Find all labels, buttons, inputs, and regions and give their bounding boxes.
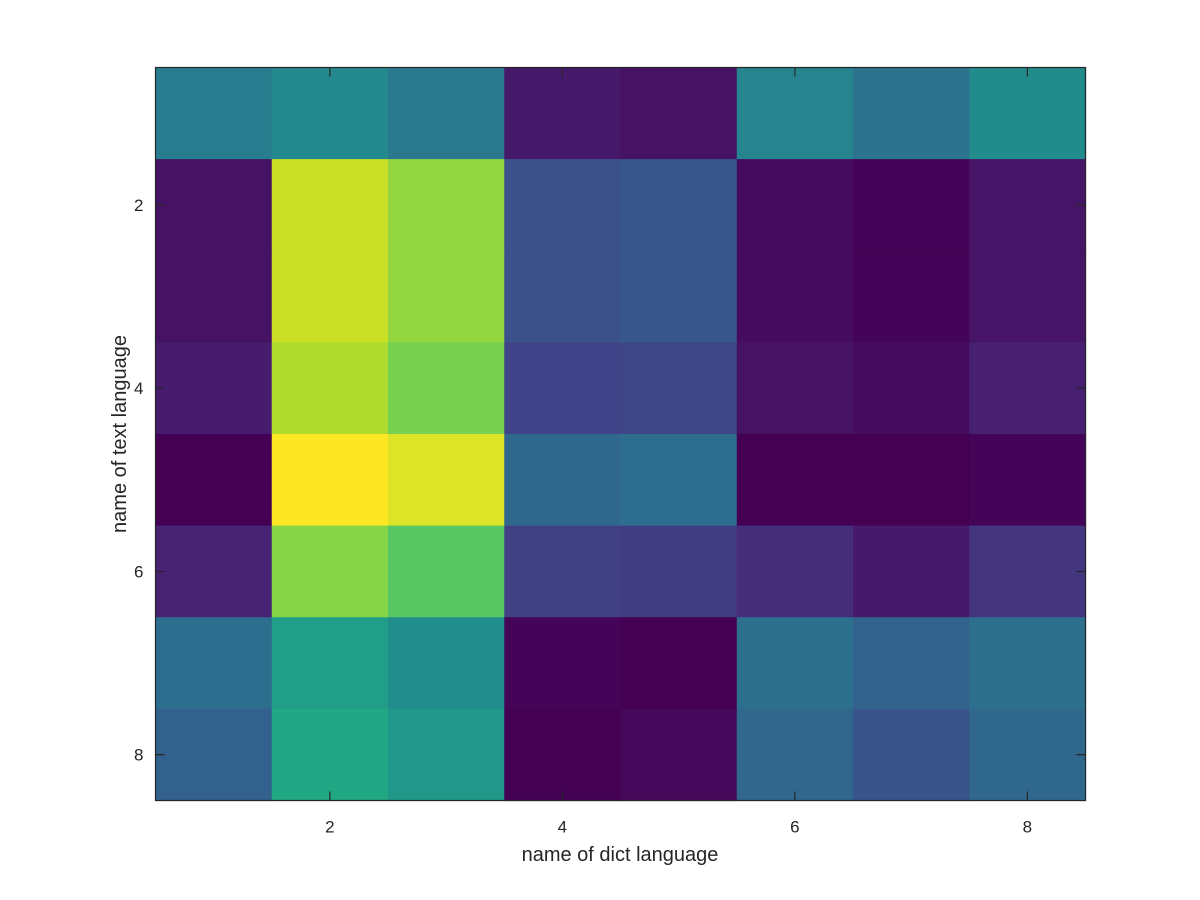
heatmap-cell-r8-c6: [736, 708, 854, 802]
heatmap-cell-r5-c8: [969, 434, 1087, 527]
y-tick-label-6: 6: [134, 562, 143, 581]
heatmap-cell-r2-c5: [620, 159, 738, 252]
heatmap-cell-r4-c1: [155, 342, 273, 435]
heatmap-cell-r7-c6: [736, 617, 854, 710]
heatmap-cell-r4-c2: [271, 342, 389, 435]
heatmap-cell-r1-c5: [620, 67, 738, 160]
heatmap-cell-r4-c8: [969, 342, 1087, 435]
heatmap-cell-r7-c5: [620, 617, 738, 710]
y-axis-label: name of text language: [109, 335, 131, 533]
x-tick-label-8: 8: [1023, 818, 1032, 837]
heatmap-cell-r1-c3: [388, 67, 505, 160]
heatmap-cell-r5-c7: [853, 434, 970, 527]
heatmap-cell-r2-c7: [853, 159, 970, 252]
heatmap-cell-r2-c1: [155, 159, 273, 252]
heatmap-cell-r5-c5: [620, 434, 738, 527]
heatmap-cell-r5-c6: [736, 434, 854, 527]
heatmap-cell-r5-c2: [271, 434, 389, 527]
heatmap-cell-r3-c7: [853, 250, 970, 343]
x-tick-label-2: 2: [325, 818, 334, 837]
heatmap-cell-r1-c6: [736, 67, 854, 160]
heatmap-cell-r3-c5: [620, 250, 738, 343]
heatmap-cell-r8-c4: [504, 708, 622, 802]
heatmap-cell-r3-c6: [736, 250, 854, 343]
heatmap-cell-r3-c3: [388, 250, 505, 343]
heatmap-cell-r7-c1: [155, 617, 273, 710]
heatmap-cell-r6-c3: [388, 525, 505, 618]
heatmap-cell-r1-c7: [853, 67, 970, 160]
heatmap-cell-r6-c8: [969, 525, 1087, 618]
x-axis-label: name of dict language: [522, 844, 719, 866]
y-tick-label-8: 8: [134, 746, 143, 765]
heatmap-cell-r1-c8: [969, 67, 1087, 160]
heatmap-cell-r5-c1: [155, 434, 273, 527]
heatmap-cell-r4-c3: [388, 342, 505, 435]
x-tick-label-6: 6: [790, 818, 799, 837]
heatmap-cell-r8-c3: [388, 708, 505, 802]
heatmap-cell-r6-c4: [504, 525, 622, 618]
heatmap-cell-r5-c3: [388, 434, 505, 527]
heatmap-cell-r8-c1: [155, 708, 273, 802]
heatmap-cell-r2-c8: [969, 159, 1087, 252]
heatmap-cell-r2-c6: [736, 159, 854, 252]
heatmap-cell-r4-c7: [853, 342, 970, 435]
heatmap-cell-r7-c2: [271, 617, 389, 710]
heatmap-cell-r6-c6: [736, 525, 854, 618]
heatmap-cell-r1-c1: [155, 67, 273, 160]
heatmap-cell-r1-c4: [504, 67, 622, 160]
heatmap-cell-r7-c3: [388, 617, 505, 710]
heatmap-cell-r7-c4: [504, 617, 622, 710]
heatmap-cell-r7-c7: [853, 617, 970, 710]
heatmap-cell-r6-c1: [155, 525, 273, 618]
heatmap-cell-r6-c7: [853, 525, 970, 618]
heatmap-cell-r8-c8: [969, 708, 1087, 802]
heatmap-cell-r3-c2: [271, 250, 389, 343]
heatmap-cell-r6-c5: [620, 525, 738, 618]
heatmap-cell-r2-c2: [271, 159, 389, 252]
heatmap-cell-r8-c5: [620, 708, 738, 802]
plot-frame: [154, 66, 1087, 802]
heatmap-cell-r4-c5: [620, 342, 738, 435]
heatmap-cells: [155, 67, 1087, 802]
x-tick-label-4: 4: [558, 818, 567, 837]
heatmap-cell-r3-c1: [155, 250, 273, 343]
heatmap-cell-r6-c2: [271, 525, 389, 618]
y-tick-label-2: 2: [134, 196, 143, 215]
heatmap-cell-r7-c8: [969, 617, 1087, 710]
heatmap-cell-r5-c4: [504, 434, 622, 527]
heatmap-cell-r4-c4: [504, 342, 622, 435]
heatmap-cell-r3-c4: [504, 250, 622, 343]
heatmap-cell-r8-c2: [271, 708, 389, 802]
heatmap-cell-r4-c6: [736, 342, 854, 435]
axis-ticks: 2 4 6 8 2 4 6 8: [134, 67, 1086, 837]
heatmap-cell-r2-c3: [388, 159, 505, 252]
y-tick-label-4: 4: [134, 379, 143, 398]
heatmap-cell-r1-c2: [271, 67, 389, 160]
heatmap-cell-r8-c7: [853, 708, 970, 802]
heatmap-cell-r2-c4: [504, 159, 622, 252]
heatmap-cell-r3-c8: [969, 250, 1087, 343]
